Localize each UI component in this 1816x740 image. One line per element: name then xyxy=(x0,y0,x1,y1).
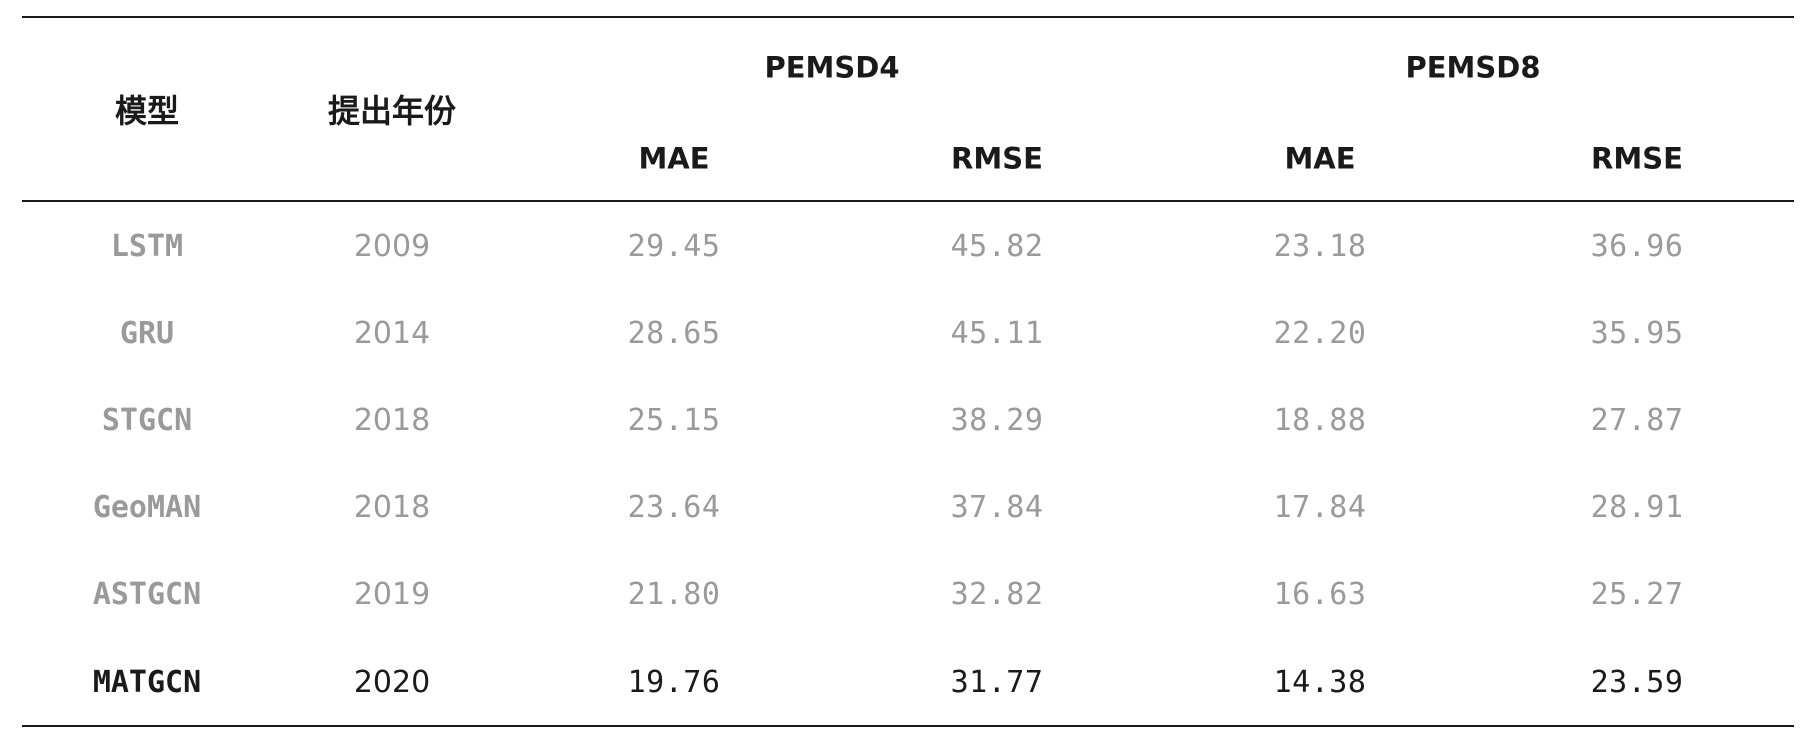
table-row-pemsd4-rmse: 45.11 xyxy=(950,316,1044,351)
table-row-pemsd8-mae: 14.38 xyxy=(1273,665,1367,700)
header-pemsd8-rmse: RMSE xyxy=(1591,141,1683,176)
table-row-year: 2018 xyxy=(353,490,431,525)
table-row-model: GeoMAN xyxy=(92,490,202,525)
table-row-pemsd8-rmse: 23.59 xyxy=(1590,665,1684,700)
table-row-model: STGCN xyxy=(101,403,193,438)
header-pemsd4-rmse: RMSE xyxy=(951,141,1043,176)
table-row-model: LSTM xyxy=(110,229,184,264)
header-group-pemsd4: PEMSD4 xyxy=(764,50,900,85)
header-year: 提出年份 xyxy=(327,92,457,130)
bottom-rule xyxy=(22,725,1794,727)
table-row-pemsd8-mae: 16.63 xyxy=(1273,577,1367,612)
table-row-pemsd4-mae: 19.76 xyxy=(627,665,721,700)
table-row-pemsd8-mae: 23.18 xyxy=(1273,229,1367,264)
header-pemsd4-mae: MAE xyxy=(638,141,710,176)
table-row-pemsd4-mae: 28.65 xyxy=(627,316,721,351)
table-row-pemsd8-rmse: 27.87 xyxy=(1590,403,1684,438)
top-rule xyxy=(22,16,1794,18)
table-row-pemsd4-rmse: 45.82 xyxy=(950,229,1044,264)
table-row-pemsd4-rmse: 31.77 xyxy=(950,665,1044,700)
table-row-model-highlight: MATGCN xyxy=(92,665,202,700)
table-row-year: 2020 xyxy=(353,665,431,700)
table-row-year: 2019 xyxy=(353,577,431,612)
table-row-pemsd8-mae: 17.84 xyxy=(1273,490,1367,525)
table-row-model: ASTGCN xyxy=(92,577,202,612)
header-group-pemsd8: PEMSD8 xyxy=(1405,50,1541,85)
header-rule xyxy=(22,200,1794,202)
table-row-pemsd8-mae: 18.88 xyxy=(1273,403,1367,438)
table-row-pemsd8-rmse: 28.91 xyxy=(1590,490,1684,525)
table-row-pemsd4-mae: 25.15 xyxy=(627,403,721,438)
table-row-pemsd8-rmse: 25.27 xyxy=(1590,577,1684,612)
table-row-pemsd8-rmse: 36.96 xyxy=(1590,229,1684,264)
table-row-pemsd4-rmse: 38.29 xyxy=(950,403,1044,438)
table-row-pemsd4-rmse: 32.82 xyxy=(950,577,1044,612)
table-row-pemsd8-mae: 22.20 xyxy=(1273,316,1367,351)
table-row-pemsd4-mae: 21.80 xyxy=(627,577,721,612)
table-row-model: GRU xyxy=(119,316,175,351)
header-pemsd8-mae: MAE xyxy=(1284,141,1356,176)
table-row-year: 2009 xyxy=(353,229,431,264)
table-row-pemsd4-rmse: 37.84 xyxy=(950,490,1044,525)
header-model: 模型 xyxy=(114,92,180,130)
table-row-year: 2014 xyxy=(353,316,431,351)
table-row-pemsd4-mae: 23.64 xyxy=(627,490,721,525)
table-row-year: 2018 xyxy=(353,403,431,438)
table-row-pemsd8-rmse: 35.95 xyxy=(1590,316,1684,351)
table-row-pemsd4-mae: 29.45 xyxy=(627,229,721,264)
